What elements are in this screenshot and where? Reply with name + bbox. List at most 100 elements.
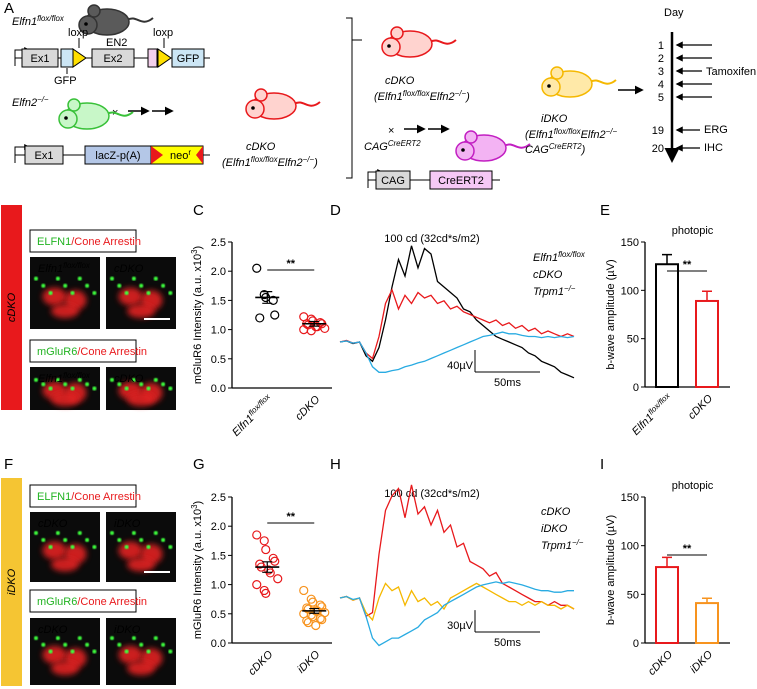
panel-label: D [330, 202, 341, 219]
significance-label: ** [286, 511, 295, 523]
image-label: cDKO [38, 518, 68, 530]
genotype-label-part: (Elfn1 [374, 91, 403, 103]
micrograph-content [34, 276, 97, 318]
synapse-signal [92, 545, 97, 549]
synapse-signal [70, 386, 75, 391]
stain-label-part: /Cone Arrestin [77, 346, 147, 358]
exon-label: CreERT2 [438, 175, 484, 187]
cell-signal [42, 287, 67, 306]
y-tick-label: 50 [627, 334, 639, 346]
synapse-signal [124, 649, 129, 654]
stain-box [29, 484, 137, 508]
y-tick-label: 2.0 [211, 521, 226, 533]
micrograph-content [34, 636, 97, 676]
mouse-icon [78, 4, 154, 36]
mouse-head [245, 99, 265, 119]
synapse-signal [77, 531, 82, 535]
synapse-signal [85, 382, 90, 387]
synapse-signal [55, 636, 60, 641]
synapse-signal [153, 531, 158, 535]
exon-label: lacZ-p(A) [95, 150, 140, 162]
chart-title: photopic [672, 480, 714, 492]
x-tick-label-part: flox/flox [646, 390, 672, 416]
stain-box [29, 229, 137, 253]
synapse-signal [168, 545, 173, 549]
synapse-signal [110, 531, 114, 535]
exon [60, 48, 74, 68]
stain-label-part: mGluR6 [37, 346, 77, 358]
y-tick-label: 100 [621, 285, 639, 297]
mouse-tail [293, 101, 321, 107]
mouse-ear [87, 4, 101, 18]
y-axis-label: b-wave amplitude (µV) [605, 259, 617, 369]
mouse-tail [126, 17, 154, 23]
exon-label: Ex2 [104, 53, 123, 65]
loxp [151, 146, 163, 164]
cell-signal [127, 557, 155, 572]
bar [655, 566, 679, 645]
y-tick-label: 0.5 [211, 354, 226, 366]
data-point [252, 263, 262, 273]
day-label: 20 [652, 143, 664, 155]
micrograph-content [110, 276, 173, 318]
synapse-signal [63, 642, 68, 647]
genotype-label-part: −/− [37, 95, 49, 104]
panel-label: A [4, 0, 14, 17]
day-label: 2 [658, 53, 664, 65]
x-tick-label: cDKO [646, 648, 676, 678]
cdko-label: cDKO [385, 75, 415, 87]
y-axis-label-part: ) [192, 246, 204, 250]
synapse-signal [161, 642, 166, 647]
synapse-signal [85, 538, 90, 542]
y-tick-label: 50 [627, 589, 639, 601]
mouse-head [78, 15, 98, 35]
stain-label: mGluR6/Cone Arrestin [37, 346, 147, 358]
synapse-signal [168, 291, 173, 295]
genotype-label: (Elfn1flox/floxElfn2−/−) [222, 155, 318, 170]
promoter-arrow [14, 144, 31, 163]
legend-label-part: Elfn1 [533, 252, 558, 264]
data-point [252, 579, 262, 590]
legend-label-part: Trpm1 [541, 540, 572, 552]
data-point [270, 310, 280, 320]
y-axis-label-part: mGluR6 Intensity (a.u. x10 [192, 254, 204, 384]
event-label: ERG [704, 124, 728, 136]
synapse-signal [48, 649, 53, 654]
cell-signal [51, 392, 79, 407]
y-tick-label: 2.0 [211, 266, 226, 278]
legend-label-part: Trpm1 [533, 286, 564, 298]
day-label: 4 [658, 79, 664, 91]
synapse-signal [92, 649, 97, 654]
x-tick-label: Elfn1flox/flox [228, 391, 276, 439]
image-label: cDKO [114, 263, 144, 275]
synapse-signal [146, 545, 151, 549]
mouse-ear [254, 88, 268, 102]
synapse-signal [41, 283, 46, 288]
mouse-eye [387, 44, 391, 48]
legend-label: iDKO [541, 523, 568, 535]
genotype-label-part: CAG [525, 144, 549, 156]
mouse-icon [245, 88, 321, 120]
mouse-head [58, 109, 78, 129]
y-tick-label: 0.5 [211, 609, 226, 621]
genotype-label-part: Elfn2 [581, 129, 606, 141]
synapse-signal [92, 291, 97, 295]
synapse-signal [77, 636, 82, 641]
cell-signal [51, 557, 79, 572]
x-tick-label: cDKO [686, 392, 716, 422]
genotype-label-part: (Elfn1 [525, 129, 554, 141]
mouse-icon [58, 98, 134, 130]
synapse-signal [146, 386, 151, 391]
mouse-ear [67, 98, 81, 112]
side-bar [1, 478, 22, 686]
synapse-signal [55, 531, 60, 535]
panel-label: H [330, 456, 341, 473]
stain-label: ELFN1/Cone Arrestin [37, 236, 141, 248]
genotype-label-part: Elfn2 [278, 157, 303, 169]
synapse-signal [139, 642, 144, 647]
synapse-signal [48, 291, 53, 295]
stain-label: ELFN1/Cone Arrestin [37, 491, 141, 503]
data-point [255, 313, 265, 323]
cell-signal [127, 661, 155, 676]
scale-bar-label: 50ms [494, 377, 521, 389]
